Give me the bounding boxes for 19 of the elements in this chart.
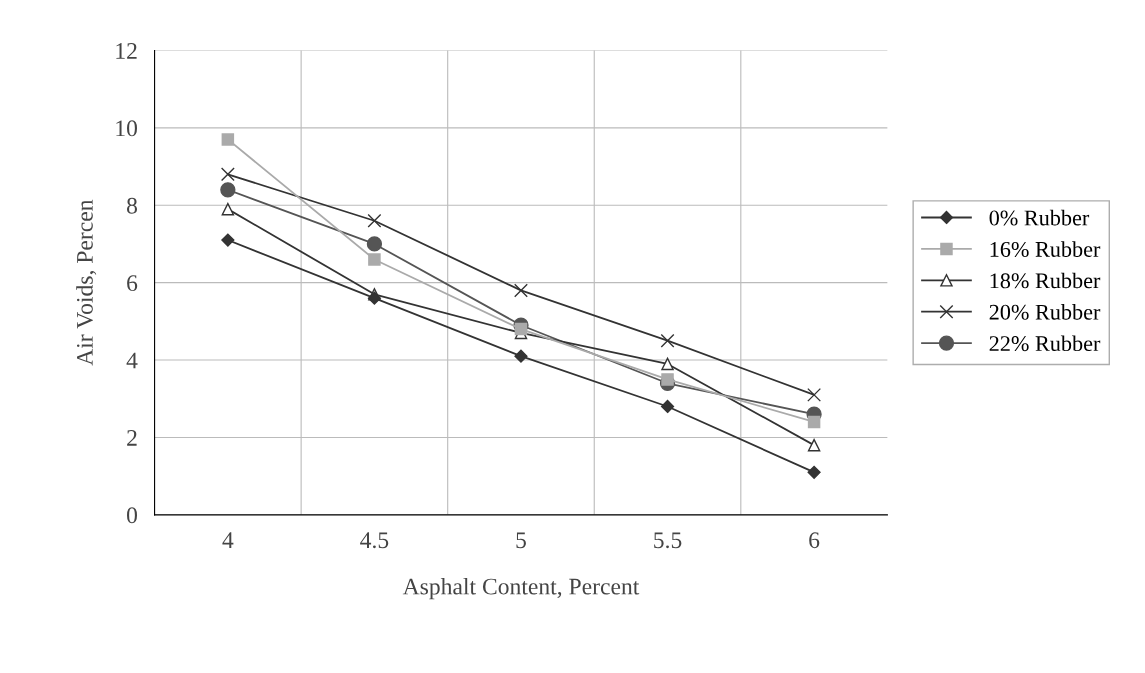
y-tick-label: 8 <box>127 197 138 214</box>
x-tick-label: 6 <box>809 532 820 549</box>
legend-label: 18% Rubber <box>990 272 1101 289</box>
y-tick-label: 12 <box>116 43 137 59</box>
y-tick-label: 6 <box>127 275 138 292</box>
y-tick-label: 0 <box>127 507 138 524</box>
y-axis-title: Air Voids, Percen <box>76 199 97 366</box>
x-tick-label: 4.5 <box>360 532 389 549</box>
legend-label: 20% Rubber <box>989 304 1101 320</box>
x-tick-label: 4 <box>222 532 234 548</box>
x-tick-label: 5.5 <box>654 532 682 549</box>
y-tick-label: 10 <box>116 120 138 137</box>
legend-label: 16% Rubber <box>990 241 1101 257</box>
x-tick-label: 5 <box>516 532 526 549</box>
legend-label: 0% Rubber <box>989 209 1090 226</box>
y-tick-label: 4 <box>126 352 138 369</box>
y-tick-label: 2 <box>127 430 137 446</box>
x-axis-title: Asphalt Content, Percent <box>402 577 640 600</box>
legend-label: 22% Rubber <box>989 335 1101 352</box>
